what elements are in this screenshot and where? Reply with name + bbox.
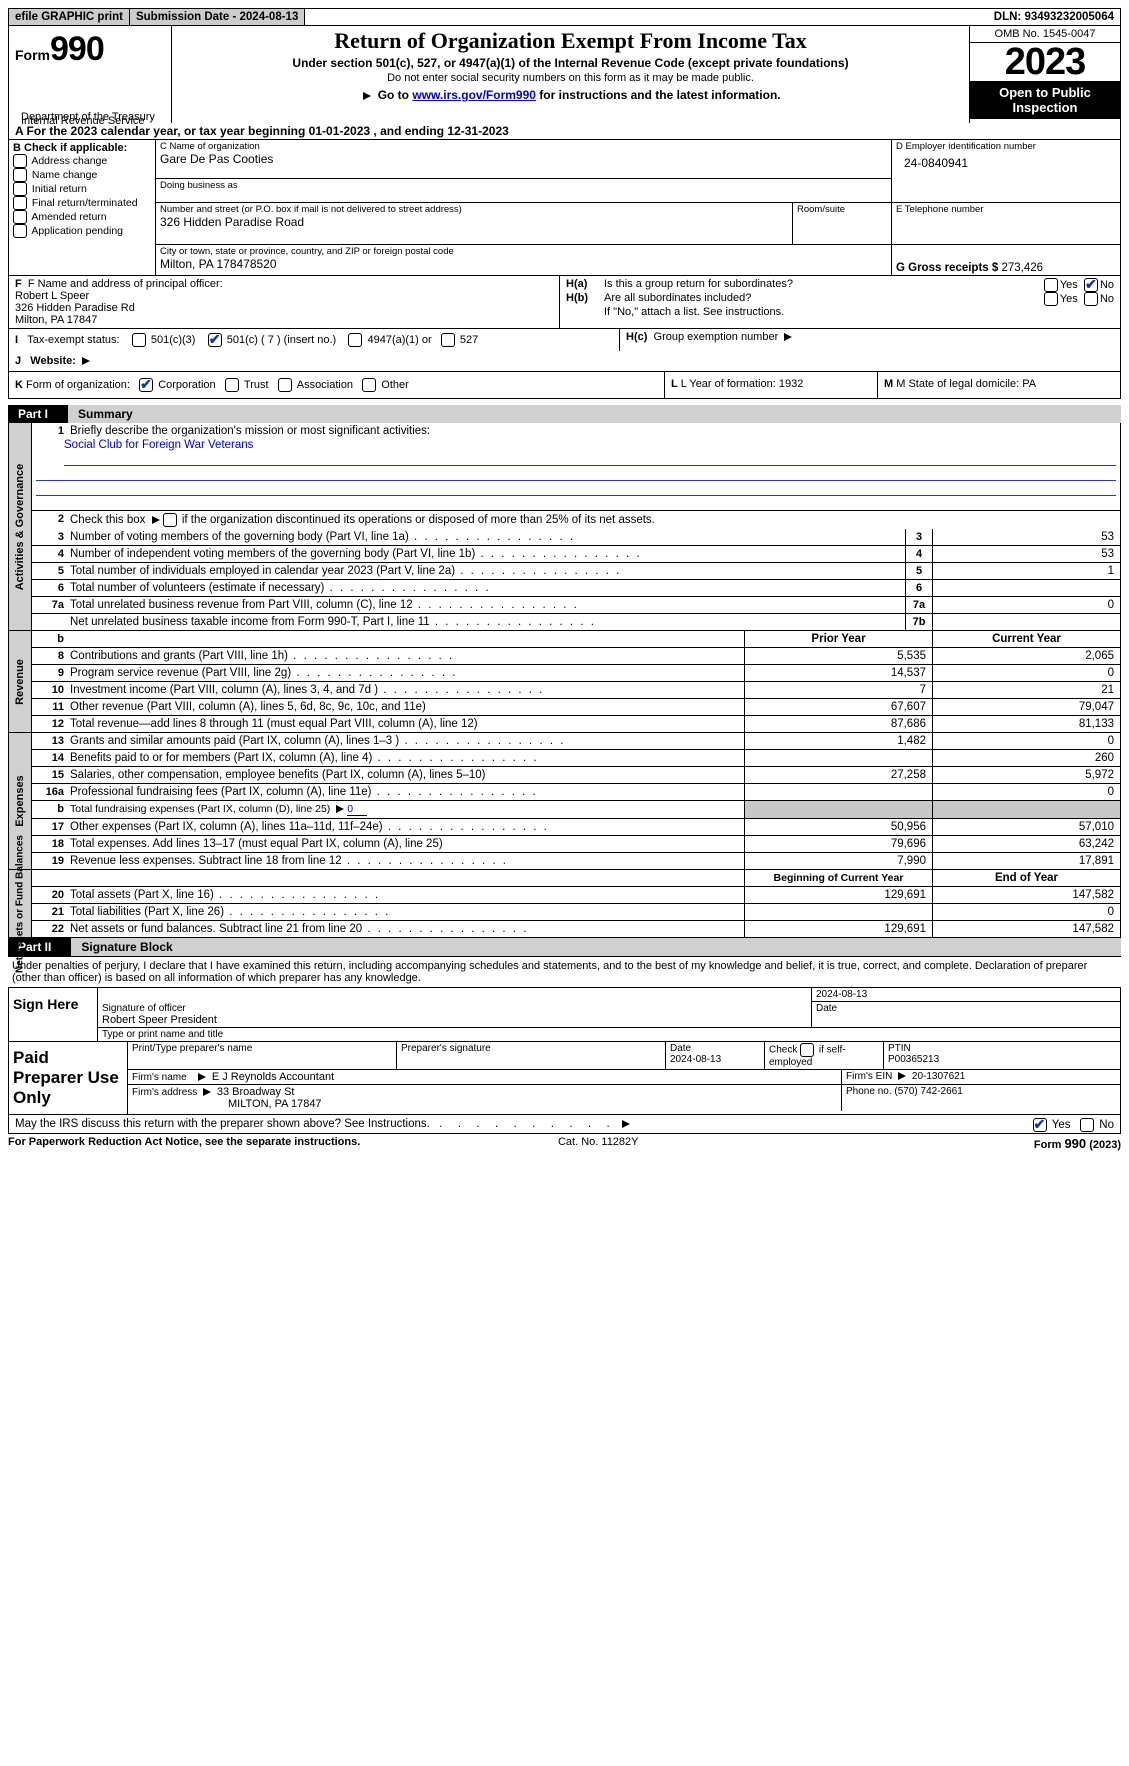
goto-note: Go to www.irs.gov/Form990 for instructio…: [176, 88, 965, 102]
ein: 24-0840941: [896, 152, 1116, 174]
discuss-no[interactable]: [1080, 1118, 1094, 1132]
cb-other[interactable]: [362, 378, 376, 392]
paid-preparer-block: Paid Preparer Use Only Print/Type prepar…: [8, 1042, 1121, 1115]
irs-label: Internal Revenue Service: [15, 115, 151, 127]
hb-yes[interactable]: [1044, 292, 1058, 306]
firm-phone: (570) 742-2661: [894, 1086, 962, 1097]
tax-year: 2023: [970, 43, 1120, 81]
gross-receipts: 273,426: [1001, 262, 1043, 274]
section-klm: K Form of organization: Corporation Trus…: [8, 372, 1121, 399]
top-bar: efile GRAPHIC print Submission Date - 20…: [8, 8, 1121, 26]
part2-header: Part II Signature Block: [8, 938, 1121, 956]
checkbox-address-change[interactable]: [13, 154, 27, 168]
officer-name: Robert L Speer: [15, 290, 553, 302]
checkbox-final-return[interactable]: [13, 196, 27, 210]
efile-label: efile GRAPHIC print: [9, 9, 130, 25]
part1-header: Part I Summary: [8, 405, 1121, 423]
section-ij: I Tax-exempt status: 501(c)(3) 501(c) ( …: [8, 329, 1121, 351]
ssn-note: Do not enter social security numbers on …: [176, 72, 965, 84]
net-assets-section: Net Assets or Fund Balances Beginning of…: [8, 870, 1121, 938]
section-fh: F F Name and address of principal office…: [8, 275, 1121, 329]
officer-signature: Robert Speer President: [102, 1014, 217, 1026]
checkbox-name-change[interactable]: [13, 168, 27, 182]
cb-self-employed[interactable]: [800, 1043, 814, 1057]
discuss-row: May the IRS discuss this return with the…: [8, 1115, 1121, 1134]
open-inspection: Open to Public Inspection: [970, 81, 1120, 119]
org-city: Milton, PA 178478520: [160, 257, 887, 271]
activities-governance: Activities & Governance 1Briefly describ…: [8, 423, 1121, 631]
ha-no[interactable]: [1084, 278, 1098, 292]
form-subtitle: Under section 501(c), 527, or 4947(a)(1)…: [176, 56, 965, 70]
dln-cell: DLN: 93493232005064: [988, 9, 1120, 25]
mission: Social Club for Foreign War Veterans: [32, 439, 1120, 451]
org-street: 326 Hidden Paradise Road: [160, 215, 788, 229]
hb-no[interactable]: [1084, 292, 1098, 306]
sign-date: 2024-08-13: [812, 988, 1120, 1002]
form-header: Form990 Department of the Treasury Inter…: [8, 26, 1121, 123]
arrow-icon: [82, 357, 90, 365]
firm-ein: 20-1307621: [912, 1071, 965, 1082]
cb-501c3[interactable]: [132, 333, 146, 347]
expenses-section: Expenses 13Grants and similar amounts pa…: [8, 733, 1121, 870]
page-footer: For Paperwork Reduction Act Notice, see …: [8, 1136, 1121, 1151]
box-c: C Name of organization Gare De Pas Cooti…: [156, 140, 1120, 275]
submission-cell: Submission Date - 2024-08-13: [130, 9, 305, 25]
cb-assoc[interactable]: [278, 378, 292, 392]
checkbox-amended[interactable]: [13, 210, 27, 224]
ha-yes[interactable]: [1044, 278, 1058, 292]
cb-discontinued[interactable]: [163, 513, 177, 527]
checkbox-initial-return[interactable]: [13, 182, 27, 196]
section-j: J Website:: [8, 351, 1121, 372]
arrow-icon: [363, 92, 371, 100]
irs-link[interactable]: www.irs.gov/Form990: [412, 88, 536, 102]
perjury-declaration: Under penalties of perjury, I declare th…: [8, 956, 1121, 987]
section-bcdeg: B Check if applicable: Address change Na…: [8, 140, 1121, 275]
ptin: P00365213: [888, 1054, 939, 1065]
cb-4947[interactable]: [348, 333, 362, 347]
checkbox-app-pending[interactable]: [13, 224, 27, 238]
cb-corp[interactable]: [139, 378, 153, 392]
form-number: Form990: [15, 30, 165, 69]
cb-527[interactable]: [441, 333, 455, 347]
org-name: Gare De Pas Cooties: [160, 152, 887, 166]
line-a: A For the 2023 calendar year, or tax yea…: [8, 123, 1121, 140]
arrow-icon: [784, 333, 792, 341]
box-b: B Check if applicable: Address change Na…: [9, 140, 156, 275]
cb-trust[interactable]: [225, 378, 239, 392]
form-title: Return of Organization Exempt From Incom…: [176, 28, 965, 54]
sign-here-block: Sign Here 2024-08-13 Signature of office…: [8, 987, 1121, 1042]
revenue-section: Revenue bPrior YearCurrent Year 8Contrib…: [8, 631, 1121, 733]
firm-name: E J Reynolds Accountant: [212, 1071, 334, 1083]
cb-501c[interactable]: [208, 333, 222, 347]
discuss-yes[interactable]: [1033, 1118, 1047, 1132]
